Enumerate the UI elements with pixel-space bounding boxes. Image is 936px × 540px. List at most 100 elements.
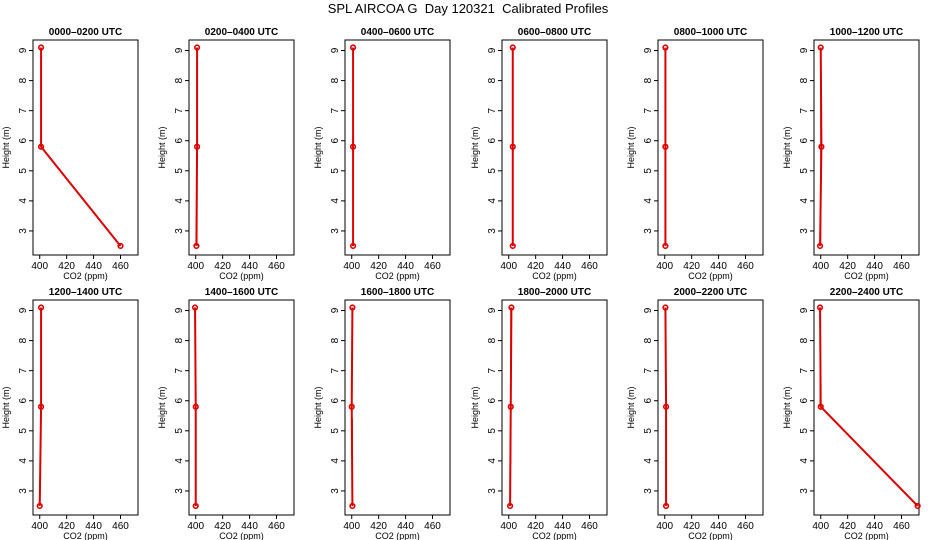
y-tick-label: 5 [330, 428, 341, 434]
x-tick-label: 460 [268, 261, 285, 272]
x-axis-label: CO2 (ppm) [688, 271, 733, 281]
x-tick-label: 420 [527, 521, 544, 532]
y-tick-label: 3 [174, 228, 185, 234]
x-tick-label: 400 [812, 261, 829, 272]
y-tick-label: 8 [174, 337, 185, 343]
y-axis-label: Height (m) [157, 386, 167, 428]
x-tick-label: 400 [656, 521, 673, 532]
y-tick-label: 4 [799, 458, 810, 464]
chart-panel: 0000–0200 UTC 400 420 440 460 3 4 5 6 7 8 9 CO2 (ppm… [1, 27, 139, 281]
data-point [507, 403, 514, 410]
y-axis-label: Height (m) [313, 386, 323, 428]
y-tick-label: 3 [18, 228, 29, 234]
y-tick-label: 5 [174, 428, 185, 434]
data-point [36, 502, 43, 510]
y-tick-label: 3 [487, 228, 498, 234]
plot-frame [501, 299, 608, 516]
series-line [350, 307, 354, 506]
y-tick-label: 4 [643, 458, 654, 464]
y-tick-label: 9 [18, 307, 29, 313]
series-line [509, 307, 513, 506]
x-tick-label: 400 [500, 521, 517, 532]
y-axis-label: Height (m) [782, 386, 792, 428]
plot-frame [32, 39, 139, 256]
x-tick-label: 440 [866, 521, 883, 532]
x-tick-label: 440 [554, 521, 571, 532]
y-tick-label: 3 [18, 488, 29, 494]
plot-frame [32, 299, 139, 516]
y-tick-label: 3 [330, 228, 341, 234]
y-tick-label: 6 [330, 398, 341, 404]
x-axis-label: CO2 (ppm) [688, 531, 733, 540]
x-tick-label: 420 [839, 521, 856, 532]
panel-title: 0800–1000 UTC [674, 27, 747, 38]
y-tick-label: 6 [799, 398, 810, 404]
y-tick-label: 4 [174, 198, 185, 204]
x-tick-label: 440 [397, 261, 414, 272]
y-tick-label: 8 [799, 337, 810, 343]
series-line [194, 307, 197, 506]
y-tick-label: 7 [174, 367, 185, 373]
y-tick-label: 9 [643, 307, 654, 313]
y-tick-label: 6 [487, 398, 498, 404]
x-tick-label: 420 [58, 261, 75, 272]
data-point [817, 403, 824, 410]
y-tick-label: 8 [330, 337, 341, 343]
x-tick-label: 460 [112, 521, 129, 532]
data-point [662, 502, 670, 510]
panel-title: 0600–0800 UTC [518, 27, 591, 38]
y-tick-label: 7 [174, 107, 185, 113]
y-tick-label: 5 [643, 168, 654, 174]
x-axis-label: CO2 (ppm) [844, 271, 889, 281]
data-point [509, 44, 516, 51]
y-tick-label: 3 [643, 228, 654, 234]
x-tick-label: 440 [710, 521, 727, 532]
data-point [662, 304, 669, 311]
x-tick-label: 460 [112, 261, 129, 272]
x-axis-label: CO2 (ppm) [375, 531, 420, 540]
y-tick-label: 4 [174, 458, 185, 464]
x-tick-label: 420 [214, 261, 231, 272]
y-tick-label: 8 [18, 337, 29, 343]
x-axis-label: CO2 (ppm) [844, 531, 889, 540]
plot-frame [813, 299, 920, 516]
series-line [38, 307, 43, 506]
y-tick-label: 8 [18, 77, 29, 83]
panel-title: 2200–2400 UTC [830, 287, 903, 298]
data-point [348, 403, 355, 410]
data-point [506, 502, 514, 510]
x-tick-label: 460 [581, 521, 598, 532]
data-point [509, 143, 516, 150]
y-tick-label: 6 [643, 138, 654, 144]
y-tick-label: 3 [174, 488, 185, 494]
chart-panel: 1600–1800 UTC 400 420 440 460 3 4 5 6 7 8 9 CO2 (ppm… [313, 287, 451, 540]
y-tick-label: 9 [330, 47, 341, 53]
x-tick-label: 400 [187, 261, 204, 272]
y-tick-label: 9 [174, 47, 185, 53]
panel-title: 2000–2200 UTC [674, 287, 747, 298]
y-tick-label: 9 [330, 307, 341, 313]
panel-title: 1600–1800 UTC [361, 287, 434, 298]
data-point [192, 403, 199, 410]
y-tick-label: 6 [799, 138, 810, 144]
plot-frame [344, 39, 451, 256]
panel-title: 1800–2000 UTC [518, 287, 591, 298]
y-tick-label: 7 [18, 107, 29, 113]
data-point [349, 143, 357, 150]
x-tick-label: 460 [737, 521, 754, 532]
x-tick-label: 400 [812, 521, 829, 532]
y-tick-label: 8 [487, 77, 498, 83]
y-axis-label: Height (m) [782, 126, 792, 168]
data-point [192, 502, 199, 510]
y-tick-label: 6 [174, 398, 185, 404]
chart-panel: 2000–2200 UTC 400 420 440 460 3 4 5 6 7 8 9 CO2 (ppm… [626, 287, 764, 540]
data-point [349, 242, 357, 250]
x-tick-label: 460 [268, 521, 285, 532]
x-tick-label: 400 [343, 261, 360, 272]
y-tick-label: 7 [330, 107, 341, 113]
y-tick-label: 4 [799, 198, 810, 204]
data-point [818, 143, 825, 150]
x-tick-label: 460 [893, 521, 910, 532]
y-tick-label: 8 [174, 77, 185, 83]
x-tick-label: 420 [683, 261, 700, 272]
